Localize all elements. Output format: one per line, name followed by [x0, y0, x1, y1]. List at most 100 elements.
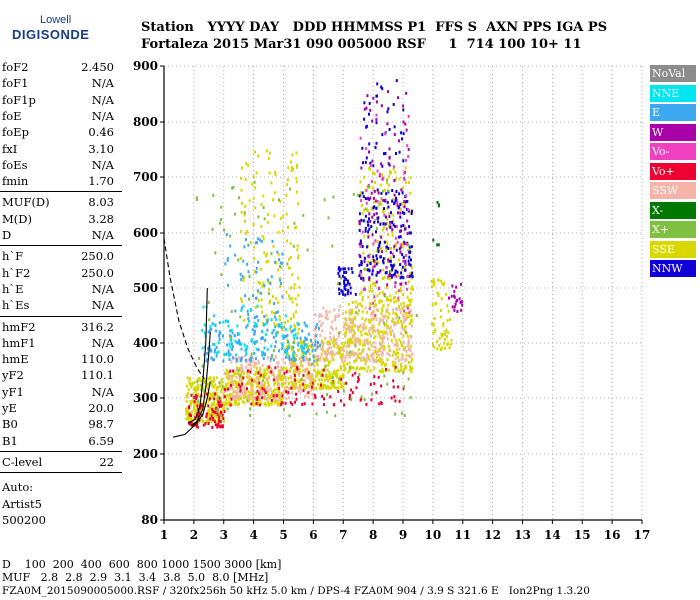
echo-point	[444, 292, 447, 296]
echo-point	[393, 193, 396, 197]
echo-point	[397, 359, 400, 362]
echo-point	[305, 391, 308, 395]
echo-point	[276, 310, 279, 314]
param-value: N/A	[91, 108, 114, 123]
echo-point	[198, 395, 201, 398]
echo-point	[432, 331, 435, 335]
echo-point	[398, 338, 401, 342]
echo-point	[350, 388, 353, 392]
echo-point	[331, 356, 334, 360]
echo-point	[387, 189, 390, 193]
echo-point	[335, 351, 338, 355]
echo-point	[292, 352, 295, 356]
echo-point	[398, 316, 401, 320]
echo-point	[403, 304, 406, 308]
echo-point	[224, 262, 227, 266]
echo-point	[379, 200, 382, 204]
echo-point	[304, 394, 307, 398]
echo-point	[374, 219, 377, 222]
echo-point	[339, 364, 342, 368]
echo-point	[276, 250, 279, 254]
echo-point	[392, 223, 395, 227]
echo-point	[364, 306, 367, 310]
echo-point	[338, 269, 341, 273]
echo-point	[266, 321, 269, 325]
echo-point	[264, 376, 267, 380]
echo-point	[217, 341, 220, 345]
echo-point	[218, 333, 220, 337]
echo-point	[264, 333, 267, 336]
echo-point	[261, 329, 264, 333]
echo-point	[405, 330, 408, 334]
echo-point	[293, 374, 296, 377]
echo-point	[387, 162, 390, 165]
echo-point	[383, 213, 386, 217]
echo-point	[288, 297, 291, 301]
echo-point	[383, 316, 385, 320]
echo-point	[411, 366, 414, 370]
echo-point	[262, 375, 265, 378]
echo-point	[214, 420, 216, 424]
echo-point	[266, 252, 269, 256]
echo-point	[384, 215, 387, 219]
echo-point	[382, 198, 385, 202]
echo-point	[263, 397, 266, 401]
x-tick-label: 13	[514, 528, 531, 542]
echo-point	[380, 235, 383, 239]
echo-point	[352, 320, 354, 324]
echo-point	[250, 388, 253, 392]
echo-point	[266, 213, 269, 217]
echo-point	[192, 407, 195, 410]
echo-point	[363, 260, 366, 264]
echo-point	[365, 201, 368, 205]
echo-point	[213, 358, 215, 362]
echo-point	[376, 188, 379, 192]
echo-point	[389, 222, 392, 226]
echo-point	[282, 357, 285, 361]
param-row: B1 6.59	[2, 434, 114, 449]
echo-point	[185, 412, 188, 416]
echo-point	[254, 321, 257, 325]
echo-point	[240, 372, 243, 376]
echo-point	[214, 348, 217, 352]
echo-point	[392, 385, 395, 389]
echo-point	[200, 379, 203, 383]
echo-point	[404, 181, 407, 184]
echo-point	[326, 313, 329, 317]
echo-point	[216, 415, 219, 419]
echo-point	[316, 358, 319, 362]
echo-point	[343, 403, 346, 407]
echo-point	[345, 327, 348, 331]
echo-points	[185, 79, 464, 429]
echo-point	[351, 335, 354, 339]
echo-point	[295, 163, 298, 167]
echo-point	[354, 344, 357, 348]
legend-item-nnw: NNW	[650, 260, 696, 277]
echo-point	[186, 376, 189, 380]
echo-point	[315, 344, 317, 348]
param-separator	[0, 472, 122, 474]
echo-point	[449, 342, 452, 346]
echo-point	[389, 333, 392, 337]
echo-point	[229, 403, 232, 407]
echo-point	[380, 104, 383, 108]
echo-point	[248, 274, 251, 278]
echo-point	[236, 341, 239, 345]
x-tick-label: 6	[309, 528, 317, 542]
echo-point	[244, 348, 247, 352]
echo-point	[294, 226, 296, 230]
echo-point	[325, 311, 328, 315]
echo-point	[314, 340, 317, 344]
echo-point	[255, 266, 258, 270]
echo-point	[364, 343, 366, 347]
echo-point	[268, 151, 271, 155]
echo-point	[252, 196, 255, 200]
echo-point	[360, 366, 363, 370]
echo-point	[433, 283, 436, 287]
echo-point	[393, 333, 396, 336]
echo-point	[291, 383, 294, 387]
param-row: foF1 N/A	[2, 76, 114, 91]
echo-point	[263, 284, 266, 288]
echo-point	[358, 212, 361, 216]
echo-point	[224, 319, 227, 323]
